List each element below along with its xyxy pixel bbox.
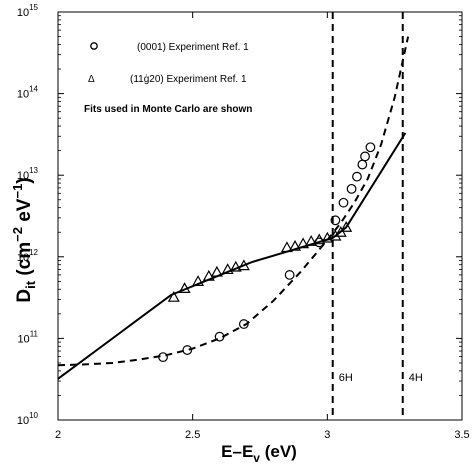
y-axis-title-exp2: −1 (10, 184, 25, 199)
y-tick-label-exp: 14 (29, 85, 38, 94)
y-axis-title: Dit (cm−2 eV−1) (10, 177, 38, 302)
triangle-data-point (297, 237, 310, 249)
x-axis-title-unit: (eV) (260, 442, 297, 461)
y-tick-label: 1015 (17, 3, 39, 19)
vline-label-6h: 6H (339, 372, 353, 384)
y-tick-label-base: 10 (17, 415, 29, 427)
x-tick-label: 2.5 (185, 429, 200, 441)
y-tick-label-base: 10 (17, 333, 29, 345)
x-tick-label: 3 (324, 429, 330, 441)
x-axis-title: E–Ev (eV) (221, 442, 297, 465)
triangle-data-point (288, 239, 302, 251)
y-tick-label: 1014 (17, 85, 39, 101)
y-tick-label-base: 10 (17, 7, 29, 19)
y-tick-label-exp: 13 (29, 166, 38, 175)
y-axis-title-unit-close: ) (14, 177, 35, 183)
y-tick-label-base: 10 (17, 252, 29, 264)
legend-circle-label: (0001) Experiment Ref. 1 (137, 42, 249, 53)
triangle-data-point (329, 229, 342, 241)
circle-data-point (214, 331, 225, 342)
y-tick-label: 1012 (17, 248, 39, 264)
y-axis-title-main: D (14, 289, 35, 303)
x-axis-title-sub: v (253, 451, 260, 465)
y-tick-label: 1013 (17, 166, 39, 182)
legend-triangle-marker: Δ (88, 74, 95, 85)
triangle-data-point (280, 241, 293, 253)
y-tick-label: 1010 (17, 411, 39, 427)
circle-data-point (284, 270, 295, 280)
legend-note: Fits used in Monte Carlo are shown (84, 104, 252, 115)
circle-data-point (346, 183, 357, 194)
triangle-data-point (192, 275, 205, 286)
triangle-data-point (210, 265, 223, 277)
y-axis-title-unit-mid: eV (14, 198, 35, 227)
legend-circle-marker (90, 42, 98, 50)
y-tick-label-exp: 15 (29, 3, 38, 12)
y-tick-label: 1011 (17, 329, 38, 345)
triangle-data-point (167, 290, 180, 302)
y-tick-label-exp: 10 (29, 411, 38, 420)
triangle-data-point (178, 282, 191, 293)
y-axis-title-sub: it (23, 280, 38, 289)
y-axis-title-unit-open: (cm (14, 242, 35, 281)
circle-data-point (365, 142, 376, 153)
triangle-data-point (313, 233, 326, 245)
triangle-data-point (305, 235, 318, 246)
triangle-data-point (237, 259, 250, 271)
circle-data-point (238, 319, 249, 329)
triangle-data-point (221, 263, 234, 275)
plot-frame (57, 11, 463, 421)
circle-data-point (352, 171, 362, 182)
polytype-lines: 6H 4H (331, 12, 423, 420)
y-tick-label-exp: 12 (29, 248, 38, 257)
circle-data-point (338, 197, 349, 208)
legend-triangle-label: (11ġ20) Experiment Ref. 1 (130, 74, 247, 85)
y-tick-label-exp: 11 (30, 329, 39, 338)
dashed-fit-line (57, 36, 410, 367)
triangle-data-point (321, 231, 334, 243)
y-axis-title-exp1: −2 (10, 227, 25, 242)
triangle-data-point (229, 260, 242, 272)
y-tick-label-base: 10 (17, 89, 29, 101)
x-tick-label: 2 (55, 429, 61, 441)
x-tick-label: 3.5 (454, 429, 469, 441)
vline-label-4h: 4H (409, 372, 423, 384)
circle-data-point (158, 352, 168, 362)
circle-data-point (182, 345, 193, 355)
x-axis-title-main: E–E (221, 442, 253, 461)
circle-data-point (330, 215, 341, 226)
triangle-data-point (202, 269, 215, 281)
data-points (158, 142, 376, 362)
legend: (0001) Experiment Ref. 1 Δ (11ġ20) Exper… (84, 42, 252, 115)
circle-data-point (360, 151, 370, 162)
triangle-data-point (340, 221, 353, 232)
y-tick-label-base: 10 (17, 170, 29, 182)
